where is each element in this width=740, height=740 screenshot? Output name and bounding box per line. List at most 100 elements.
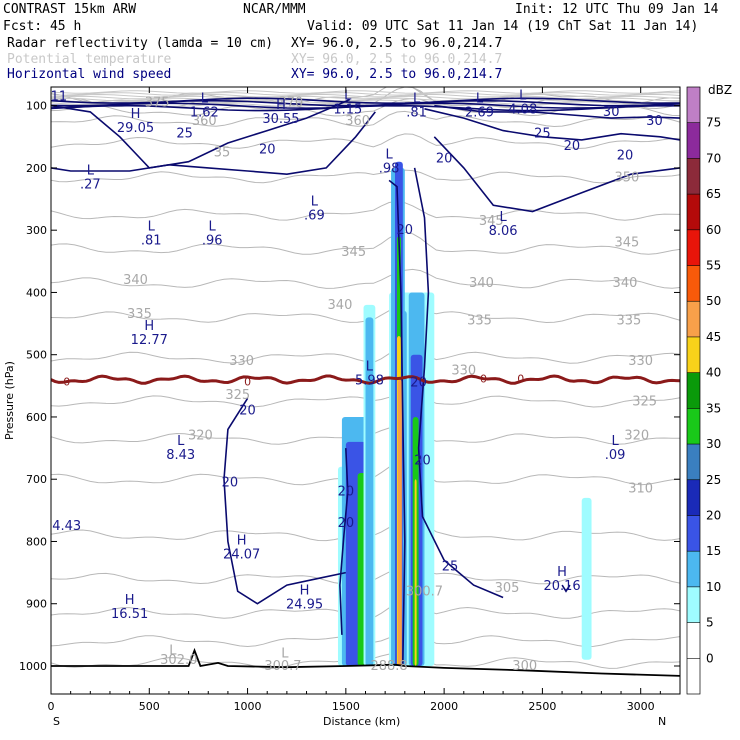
wind-contour [561, 584, 571, 593]
theta-contour [51, 268, 680, 289]
theta-contour-label: 302.0 [160, 653, 197, 668]
colorbar-tick-label: 55 [706, 259, 721, 273]
extremum-value: 30.55 [262, 112, 299, 127]
theta-contour [51, 169, 680, 184]
extremum-kind: L [612, 434, 620, 449]
edge-label: 11 [51, 89, 68, 104]
theta-contour-label: 330 [451, 363, 476, 378]
wind-contour-label: 20 [338, 516, 355, 531]
theta-contour-label: 325 [632, 394, 657, 409]
y-tick-label: 200 [26, 162, 47, 175]
wind-contour-label: 25 [442, 559, 459, 574]
wind-contour-label: 20 [397, 223, 414, 238]
theta-contour-label: 325 [225, 388, 250, 403]
colorbar-tick-label: 45 [706, 330, 721, 344]
colorbar-tick-label: 15 [706, 544, 721, 558]
extremum-value: .96 [202, 233, 223, 248]
theta-contour-label: 360 [345, 114, 370, 129]
extremum-kind: L [499, 210, 507, 225]
colorbar-bin [687, 658, 700, 694]
reflectivity-column [414, 479, 417, 666]
wind-contour [51, 98, 351, 169]
extremum-value: 29.05 [117, 121, 154, 136]
colorbar-tick-label: 10 [706, 580, 721, 594]
x-axis-left-end: S [53, 715, 60, 728]
theta-contour-label: 350 [615, 170, 640, 185]
colorbar-bin [687, 515, 700, 552]
theta-contour-label: 35 [214, 145, 231, 160]
extremum-kind: H [557, 565, 567, 580]
colorbar-bin [687, 229, 700, 266]
y-tick-label: 600 [26, 411, 47, 424]
wind-contour [223, 397, 346, 605]
terrain-profile [51, 647, 680, 677]
extremum-kind: L [476, 92, 484, 107]
extremum-kind: L [519, 89, 527, 104]
theta-contour [51, 231, 680, 255]
theta-contour-label: 345 [479, 214, 504, 229]
zero-isotherm [51, 374, 680, 385]
y-tick-label: 700 [26, 473, 47, 486]
extremum-kind: L [366, 359, 374, 374]
colorbar-frame [686, 86, 701, 695]
contour-labels: 375 360 370 360 35 350 345 345 345 340 340 340 340 33… [51, 89, 663, 674]
theta-contour-label: 288.8 [370, 659, 407, 674]
extremum-kind: L [413, 92, 421, 107]
x-tick-label: 3000 [627, 700, 655, 713]
colorbar-bin [687, 551, 700, 587]
zero-isotherm-label: 0 [244, 375, 251, 388]
theta-contour-label: 375 [145, 96, 170, 111]
wind-contour-label: 25 [176, 127, 193, 142]
colorbar-tick-label: 50 [706, 294, 721, 308]
y-tick-label: 800 [26, 535, 47, 548]
extremum-kind: H [276, 98, 286, 113]
extremum-value: .81 [406, 106, 427, 121]
theta-contour-label: 330 [229, 354, 254, 369]
theta-contour-label: 320 [624, 429, 649, 444]
extremum-value: 20.16 [543, 579, 580, 594]
extremum-value: 24.95 [286, 598, 323, 613]
theta-contour-top [51, 95, 680, 100]
forecast-hour: Fcst: 45 h [3, 19, 81, 34]
colorbar-tick-label: 5 [706, 616, 714, 630]
theta-contour-label: 330 [628, 354, 653, 369]
extremum-kind: L [87, 163, 95, 178]
center-label: NCAR/MMM [243, 2, 306, 17]
colorbar-unit: dBZ [708, 83, 732, 97]
theta-contour-top [51, 93, 680, 98]
wind-contour-label: 20 [239, 404, 256, 419]
wind-contour-label: 20 [222, 475, 239, 490]
wind-contour-label: 30 [646, 114, 663, 129]
colorbar-tick-label: 25 [706, 473, 721, 487]
colorbar-tick-label: 30 [706, 437, 721, 451]
x-tick-label: 500 [139, 700, 160, 713]
extremum-kind: L [148, 219, 156, 234]
extremum-value: 1.62 [190, 106, 219, 121]
y-tick-label: 900 [26, 598, 47, 611]
wind-contour [388, 179, 406, 667]
y-tick-label: 100 [26, 100, 47, 113]
theta-contour-label: 340 [469, 276, 494, 291]
y-axis-label: Pressure (hPa) [3, 361, 16, 440]
extremum-kind: H [237, 534, 247, 549]
colorbar-bin [687, 372, 700, 409]
y-tick-label: 1000 [19, 660, 47, 673]
init-time: Init: 12 UTC Thu 09 Jan 14 [515, 2, 719, 17]
colorbar-bin [687, 408, 700, 445]
x-tick-label: 1500 [332, 700, 360, 713]
theta-contour-label: 305 [495, 581, 520, 596]
x-axis-right-end: N [658, 715, 666, 728]
wind-contour-top [51, 104, 680, 112]
edge-label: 4.43 [52, 519, 81, 534]
colorbar-bin [687, 444, 700, 480]
theta-contour-label: 345 [341, 245, 366, 260]
theta-contour [51, 200, 680, 221]
theta-contour-label: 340 [328, 298, 353, 313]
wind-contour [51, 111, 376, 176]
extremum-value: 2.69 [465, 106, 494, 121]
extremum-value: 8.43 [166, 448, 195, 463]
theta-contour-label: 340 [123, 273, 148, 288]
extremum-value: 12.77 [131, 333, 168, 348]
wind-contour [424, 108, 680, 141]
extremum-value: .09 [605, 448, 626, 463]
